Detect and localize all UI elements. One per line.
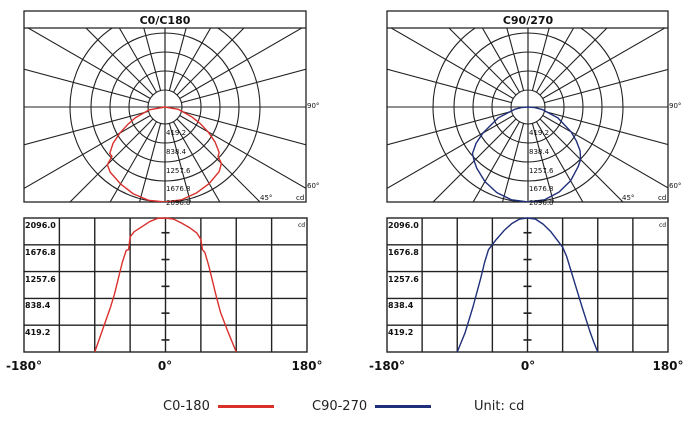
polar-unit: cd [658,194,666,202]
legend-item-c90-270: C90-270 [312,399,432,414]
angle-label-60: 60° [669,182,681,190]
legend-swatch-blue [375,405,432,408]
y-label-1257: 1257.6 [25,275,56,284]
polar-label-4: 1676.8 [529,185,554,193]
polar-chart: C0/C180 419.2 838.4 1257.6 1676.8 2096.0… [23,10,319,207]
angle-label-60: 60° [307,182,319,190]
polar-label-2: 838.4 [166,148,187,156]
x-label-center: 0° [158,359,172,373]
polar-title: C90/270 [503,14,554,27]
y-label-1257: 1257.6 [388,275,419,284]
legend-swatch-red [217,405,274,408]
unit-label: Unit: cd [474,399,525,414]
cartesian-grid [23,217,308,353]
x-label-center: 0° [521,359,535,373]
legend-item-c0-180: C0-180 [163,399,274,414]
x-label-left: -180° [369,359,405,373]
angle-label-90: 90° [307,102,319,110]
y-label-1676: 1676.8 [388,248,419,257]
y-label-838: 838.4 [388,301,414,310]
y-label-2096: 2096.0 [25,221,56,230]
x-label-right: 180° [291,359,322,373]
polar-label-4: 1676.8 [166,185,191,193]
polar-curve-c0-180 [106,106,223,202]
y-label-419: 419.2 [388,328,413,337]
polar-label-5: 2096.0 [529,199,554,207]
panel-c0-c180: C0/C180 419.2 838.4 1257.6 1676.8 2096.0… [6,10,323,373]
cartesian-curve-c0-180 [94,217,237,353]
polar-label-1: 419.2 [529,129,549,137]
cartesian-chart: 2096.0 1676.8 1257.6 838.4 419.2 cd -180… [369,217,684,373]
polar-unit: cd [296,194,304,202]
angle-label-45: 45° [622,194,634,202]
polar-curve-c90-270 [471,106,582,202]
y-label-838: 838.4 [25,301,51,310]
polar-label-1: 419.2 [166,129,186,137]
angle-label-45: 45° [260,194,272,202]
panel-c90-c270: C90/270 419.2 838.4 1257.6 1676.8 2096.0… [369,10,684,373]
x-label-right: 180° [652,359,683,373]
cart-unit: cd [298,222,305,229]
polar-label-5: 2096.0 [166,199,191,207]
polar-label-2: 838.4 [529,148,550,156]
legend-label-c0-180: C0-180 [163,399,210,414]
polar-label-3: 1257.6 [166,167,191,175]
legend-label-c90-270: C90-270 [312,399,368,414]
polar-chart: C90/270 419.2 838.4 1257.6 1676.8 2096.0… [386,10,681,207]
legend-unit: Unit: cd [474,399,524,414]
x-label-left: -180° [6,359,42,373]
cart-unit: cd [659,222,666,229]
polar-title: C0/C180 [140,14,191,27]
cartesian-grid [386,217,669,353]
y-label-2096: 2096.0 [388,221,419,230]
polar-label-3: 1257.6 [529,167,554,175]
y-label-1676: 1676.8 [25,248,56,257]
angle-label-90: 90° [669,102,681,110]
legend: C0-180 C90-270 Unit: cd [0,399,690,421]
cartesian-chart: 2096.0 1676.8 1257.6 838.4 419.2 cd -180… [6,217,323,373]
y-label-419: 419.2 [25,328,50,337]
cartesian-curve-c90-270 [456,217,599,353]
